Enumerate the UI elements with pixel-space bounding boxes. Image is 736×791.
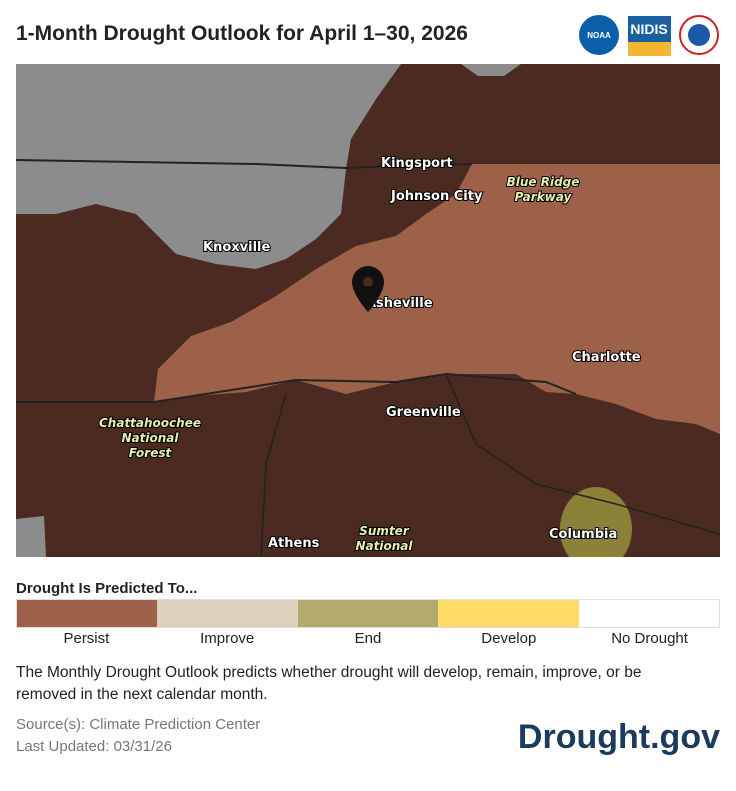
park-label: Blue Ridge Parkway [507,175,580,204]
park-label: Sumter National [356,524,414,553]
pin-dot [363,277,373,287]
label-line: Athens [268,536,320,551]
no-data-area [461,64,521,76]
legend-title: Drought Is Predicted To... [16,580,198,597]
label-line: Chattahoochee [99,416,201,430]
last-updated: Last Updated: 03/31/26 [16,738,172,755]
label-line: Kingsport [381,156,453,171]
place-label: Knoxville [203,240,270,255]
place-label: Athens [268,536,320,551]
park-label: Chattahoochee National Forest [99,416,201,460]
location-pin [352,266,384,312]
label-line: Charlotte [572,350,641,365]
legend-swatch [17,600,158,627]
place-label: Asheville [366,296,433,311]
legend-swatches [16,599,720,628]
sources: Source(s): Climate Prediction Center [16,716,261,733]
place-label: Kingsport [381,156,453,171]
state-border [16,372,577,403]
brand[interactable]: Drought.gov [517,718,720,756]
logos: NOAA NIDIS [579,15,719,56]
legend-swatch [578,600,720,627]
legend-label: Develop [481,630,537,647]
place-label: Greenville [386,405,461,420]
legend-swatch [297,600,439,627]
nidis-text: NIDIS [630,21,667,37]
label-line: National [356,539,414,553]
place-label: Johnson City [390,189,483,204]
label-line: Greenville [386,405,461,420]
legend-labels: Persist Improve End Develop No Drought [16,630,720,647]
label-line: Columbia [549,527,617,542]
no-data-area [16,516,46,557]
persist-area [154,164,720,434]
place-label: Charlotte [572,350,641,365]
legend-label: Persist [63,630,110,647]
no-data-area [16,64,401,269]
label-line: Blue Ridge [507,175,580,189]
description: The Monthly Drought Outlook predicts whe… [16,664,642,703]
map: Kingsport Johnson City Blue Ridge Parkway… [16,64,720,557]
legend-label: End [354,630,382,647]
noaa-text: NOAA [587,31,611,40]
place-label: Columbia [549,527,617,542]
label-line: National [122,431,180,445]
legend-label: No Drought [611,630,688,647]
legend-label: Improve [200,630,255,647]
nidis-band [628,42,671,56]
end-area [560,487,632,557]
label-line: Sumter [359,524,410,538]
state-border [445,373,720,535]
title: 1-Month Drought Outlook for April 1–30, … [16,22,468,45]
legend-swatch [157,600,298,627]
noaa-logo [579,15,619,55]
state-border [260,393,287,557]
legend-swatch [438,600,579,627]
label-line: Forest [129,446,173,460]
label-line: Johnson City [390,189,483,204]
label-line: Asheville [366,296,433,311]
state-border [16,159,473,170]
label-line: Parkway [515,190,573,204]
label-line: Knoxville [203,240,270,255]
nws-inner [688,24,710,46]
